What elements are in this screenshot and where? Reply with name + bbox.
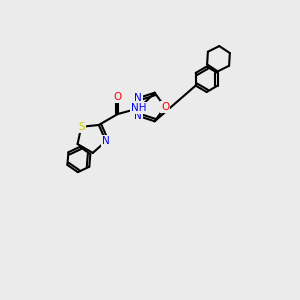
Text: N: N — [134, 93, 142, 103]
Text: O: O — [161, 102, 169, 112]
Text: S: S — [78, 122, 85, 132]
Text: N: N — [134, 111, 142, 121]
Text: N: N — [102, 136, 110, 146]
Text: NH: NH — [131, 103, 147, 113]
Text: O: O — [114, 92, 122, 102]
